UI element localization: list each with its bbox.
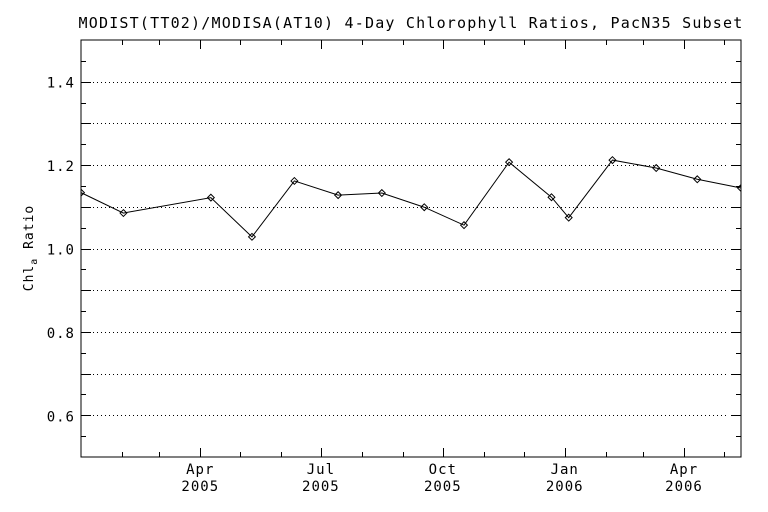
y-tick-label: 1.2 [47,159,75,175]
series-line [80,159,742,238]
data-point-marker [504,158,514,167]
data-point-marker [80,188,86,197]
data-point-marker [334,191,343,200]
y-axis-title-suffix: Ratio [22,204,38,258]
data-point-marker [693,175,702,184]
x-tick-label-year: 2005 [424,479,462,495]
data-point-marker [420,203,429,212]
data-point-marker [459,221,469,230]
data-series [80,155,742,241]
y-tick-label: 0.6 [47,409,75,425]
data-point-marker [377,188,386,198]
x-tick-label-month: Apr [670,462,698,478]
x-tick-label-year: 2005 [302,479,340,495]
y-tick-label: 1.0 [47,243,75,259]
y-tick-label: 1.4 [47,76,75,92]
data-point-marker [564,213,573,222]
data-point-marker [652,163,661,173]
chart-title: MODIST(TT02)/MODISA(AT10) 4-Day Chloroph… [78,14,744,32]
data-point-marker [247,232,257,241]
data-point-marker [547,193,556,202]
x-tick-label-month: Jul [307,462,335,478]
x-tick-label-year: 2005 [181,479,219,495]
y-axis-title-prefix: Chl [22,264,38,292]
data-point-marker [608,155,617,165]
data-point-marker [290,176,299,186]
x-tick-label-month: Jan [551,462,579,478]
y-tick-label: 0.8 [47,326,75,342]
x-tick-label-year: 2006 [546,479,584,495]
data-point-marker [736,183,742,193]
x-tick-label-month: Oct [429,462,457,478]
y-axis-title: Chla Ratio [22,205,40,291]
x-tick-label-year: 2006 [665,479,703,495]
y-axis-title-subscript: a [28,257,40,265]
data-point-marker [206,193,215,202]
data-point-marker [119,208,128,218]
plot-frame [80,39,742,458]
x-tick-label-month: Apr [186,462,214,478]
